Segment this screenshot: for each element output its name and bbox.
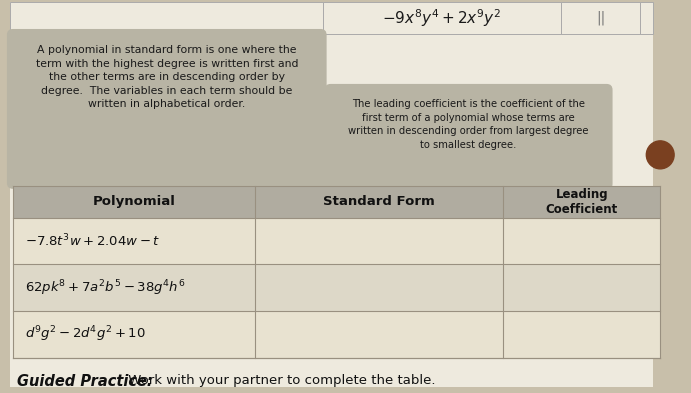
Bar (641, 2, 653, 34)
Text: A polynomial in standard form is one where the
term with the highest degree is w: A polynomial in standard form is one whe… (35, 45, 298, 109)
Text: ||: || (596, 11, 605, 25)
Text: Work with your partner to complete the table.: Work with your partner to complete the t… (124, 374, 435, 387)
Text: Polynomial: Polynomial (93, 195, 176, 208)
Bar (323, 2, 561, 34)
FancyBboxPatch shape (325, 84, 612, 190)
Bar (10, 2, 323, 34)
Circle shape (646, 141, 674, 169)
Bar (13, 264, 660, 311)
Bar (13, 186, 660, 218)
Text: $-9x^8y^4 + 2x^9y^2$: $-9x^8y^4 + 2x^9y^2$ (382, 7, 502, 29)
Text: $-7.8t^3w + 2.04w - t$: $-7.8t^3w + 2.04w - t$ (25, 233, 160, 250)
Text: $62pk^8 + 7a^2b^5 - 38g^4h^6$: $62pk^8 + 7a^2b^5 - 38g^4h^6$ (25, 278, 185, 298)
Bar (13, 218, 660, 264)
Bar (13, 311, 660, 358)
Text: Guided Practice:: Guided Practice: (17, 374, 153, 389)
Text: The leading coefficient is the coefficient of the
first term of a polynomial who: The leading coefficient is the coefficie… (348, 99, 589, 150)
Text: Leading
Coefficient: Leading Coefficient (546, 188, 618, 216)
FancyBboxPatch shape (7, 29, 327, 189)
Bar (561, 2, 641, 34)
Text: Standard Form: Standard Form (323, 195, 435, 208)
Text: $d^9g^2 - 2d^4g^2 + 10$: $d^9g^2 - 2d^4g^2 + 10$ (25, 325, 145, 344)
